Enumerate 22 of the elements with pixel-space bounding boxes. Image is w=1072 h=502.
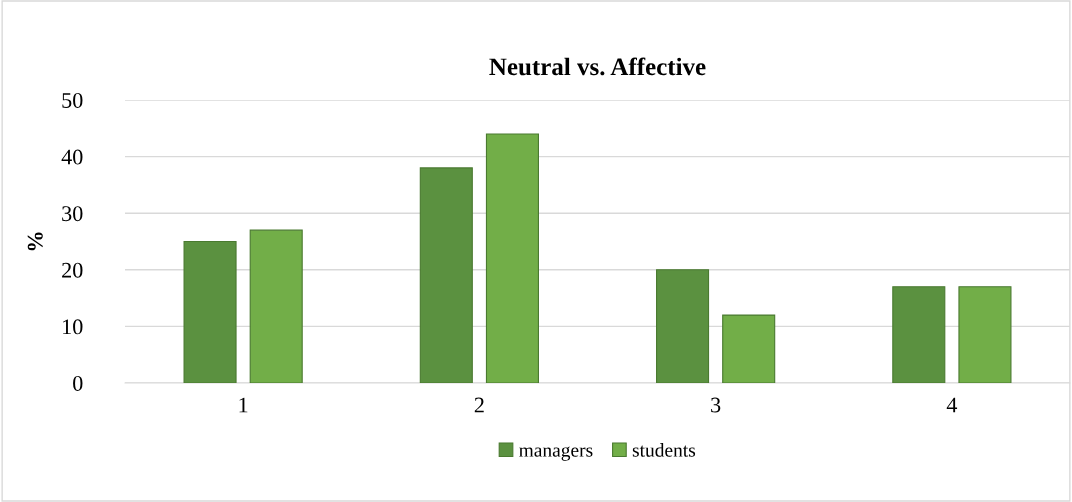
bar	[656, 269, 710, 383]
bar	[892, 286, 946, 383]
y-tick-label: 30	[62, 206, 83, 222]
bar	[249, 229, 303, 383]
x-tick-label: 4	[946, 397, 958, 413]
y-tick-label: 40	[61, 149, 83, 165]
legend-label: students	[632, 443, 696, 457]
bar	[419, 167, 473, 383]
bar	[958, 286, 1012, 383]
y-tick-label: 50	[62, 92, 83, 108]
bar	[183, 240, 237, 383]
x-tick-label: 1	[239, 397, 248, 413]
x-tick-label: 3	[711, 397, 721, 413]
x-tick-label: 2	[474, 397, 484, 413]
y-tick-label: 20	[62, 262, 83, 278]
bar	[485, 133, 539, 383]
chart-title: Neutral vs. Affective	[489, 57, 706, 76]
legend-label: managers	[519, 446, 593, 461]
bar	[722, 314, 776, 383]
y-axis-title: %	[27, 232, 43, 251]
y-tick-label: 10	[63, 319, 83, 335]
y-tick-label: 0	[73, 375, 83, 391]
